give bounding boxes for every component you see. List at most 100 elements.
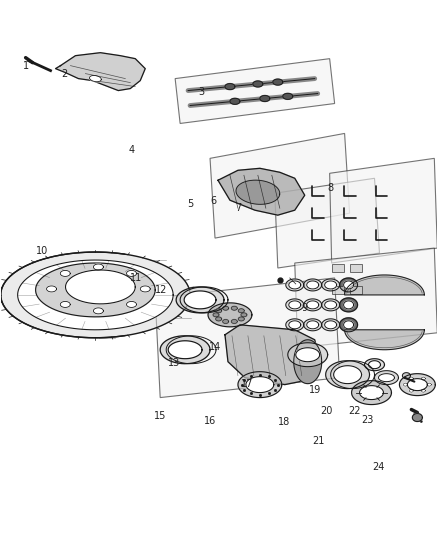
Polygon shape: [343, 301, 353, 309]
Polygon shape: [35, 263, 155, 317]
Polygon shape: [176, 287, 224, 313]
Polygon shape: [321, 279, 339, 291]
Text: 10: 10: [36, 246, 48, 255]
Polygon shape: [213, 313, 219, 317]
Polygon shape: [89, 76, 101, 82]
Polygon shape: [223, 319, 229, 324]
Polygon shape: [286, 299, 304, 311]
Polygon shape: [168, 341, 202, 359]
Text: 19: 19: [309, 385, 321, 395]
Polygon shape: [330, 158, 437, 263]
Polygon shape: [307, 321, 319, 329]
Polygon shape: [155, 278, 339, 398]
Bar: [350, 264, 361, 272]
Polygon shape: [352, 381, 392, 405]
Text: 14: 14: [208, 342, 221, 352]
Polygon shape: [238, 309, 244, 313]
Polygon shape: [56, 53, 145, 91]
Polygon shape: [410, 377, 413, 380]
Polygon shape: [339, 278, 357, 292]
Polygon shape: [289, 321, 301, 329]
Text: 11: 11: [130, 273, 142, 283]
Polygon shape: [364, 359, 385, 370]
Polygon shape: [325, 301, 337, 309]
Polygon shape: [321, 299, 339, 311]
Polygon shape: [238, 372, 282, 398]
Polygon shape: [304, 279, 321, 291]
Text: 7: 7: [236, 203, 242, 213]
Text: 3: 3: [198, 87, 205, 97]
Text: 5: 5: [187, 199, 194, 209]
Polygon shape: [378, 374, 395, 382]
Polygon shape: [236, 180, 280, 204]
Polygon shape: [296, 348, 320, 362]
Polygon shape: [343, 321, 353, 329]
Polygon shape: [18, 260, 173, 330]
Text: 18: 18: [279, 417, 291, 426]
Polygon shape: [427, 383, 431, 386]
Polygon shape: [410, 389, 413, 392]
Polygon shape: [160, 336, 210, 364]
Polygon shape: [260, 95, 270, 101]
Polygon shape: [399, 374, 435, 395]
Text: 9: 9: [301, 303, 307, 313]
Polygon shape: [231, 306, 237, 310]
Polygon shape: [368, 361, 381, 369]
Polygon shape: [374, 370, 399, 385]
Polygon shape: [304, 299, 321, 311]
Polygon shape: [413, 414, 422, 422]
Polygon shape: [345, 330, 424, 350]
Text: 20: 20: [320, 406, 332, 416]
Polygon shape: [295, 248, 437, 348]
Polygon shape: [339, 318, 357, 332]
Text: 17: 17: [241, 379, 254, 390]
Polygon shape: [326, 361, 370, 389]
Polygon shape: [407, 378, 427, 391]
Polygon shape: [283, 93, 293, 99]
Text: 21: 21: [312, 436, 325, 446]
Polygon shape: [225, 84, 235, 90]
Polygon shape: [230, 98, 240, 104]
Polygon shape: [93, 264, 103, 270]
Polygon shape: [343, 281, 353, 289]
Polygon shape: [286, 279, 304, 291]
Polygon shape: [184, 291, 216, 309]
Polygon shape: [175, 59, 335, 124]
Text: 4: 4: [129, 144, 135, 155]
Polygon shape: [321, 319, 339, 331]
Text: 15: 15: [154, 411, 166, 421]
Polygon shape: [325, 281, 337, 289]
Polygon shape: [403, 383, 407, 386]
Polygon shape: [421, 389, 425, 392]
Polygon shape: [140, 286, 150, 292]
Polygon shape: [273, 79, 283, 85]
Polygon shape: [345, 275, 424, 295]
Polygon shape: [210, 133, 350, 238]
Polygon shape: [289, 301, 301, 309]
Polygon shape: [60, 302, 70, 308]
Polygon shape: [275, 178, 379, 268]
Polygon shape: [223, 306, 229, 310]
Text: 13: 13: [168, 358, 180, 368]
Polygon shape: [307, 281, 319, 289]
Polygon shape: [421, 377, 425, 380]
Polygon shape: [127, 302, 137, 308]
Polygon shape: [93, 308, 103, 314]
Polygon shape: [46, 286, 57, 292]
Polygon shape: [208, 303, 252, 327]
Polygon shape: [360, 385, 384, 400]
Polygon shape: [289, 281, 301, 289]
Text: 24: 24: [372, 462, 385, 472]
Polygon shape: [241, 313, 247, 317]
Polygon shape: [246, 377, 274, 393]
Polygon shape: [238, 317, 244, 321]
Text: 12: 12: [155, 285, 168, 295]
Text: 16: 16: [204, 416, 216, 425]
Polygon shape: [325, 321, 337, 329]
Polygon shape: [334, 366, 361, 384]
Polygon shape: [218, 168, 305, 215]
Polygon shape: [215, 317, 222, 321]
Text: 2: 2: [61, 69, 67, 79]
Text: 23: 23: [361, 415, 374, 424]
Bar: [350, 286, 361, 294]
